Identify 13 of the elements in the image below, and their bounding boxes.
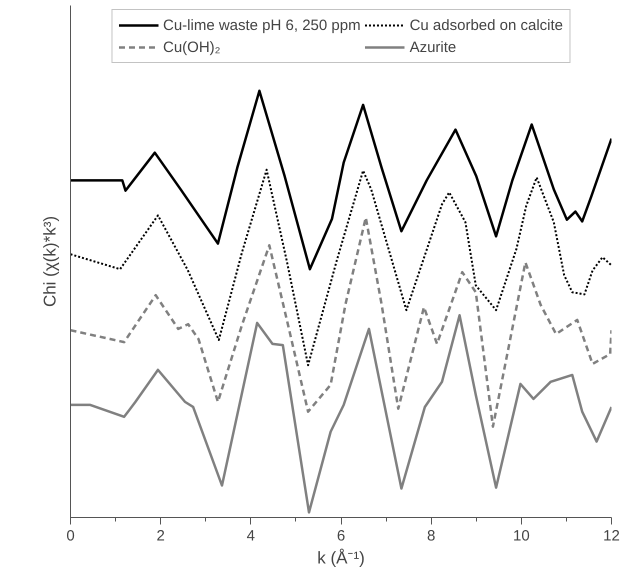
x-tick-label: 6 <box>336 528 346 544</box>
legend-label: Azurite <box>410 38 456 56</box>
x-tick-label: 10 <box>512 528 530 544</box>
y-axis-title: Chi (χ(k)*k³) <box>40 216 60 308</box>
x-tick-label: 0 <box>66 528 75 544</box>
legend-label: Cu(OH)₂ <box>162 38 220 56</box>
x-axis-title: k (Å⁻¹) <box>317 548 365 568</box>
x-tick-label: 8 <box>426 528 436 544</box>
x-tick-label: 4 <box>246 528 256 544</box>
x-tick-label: 12 <box>603 528 620 544</box>
legend-label: Cu adsorbed on calcite <box>410 16 564 34</box>
x-tick-label: 2 <box>156 528 165 544</box>
legend-label: Cu-lime waste pH 6, 250 ppm <box>162 16 361 34</box>
